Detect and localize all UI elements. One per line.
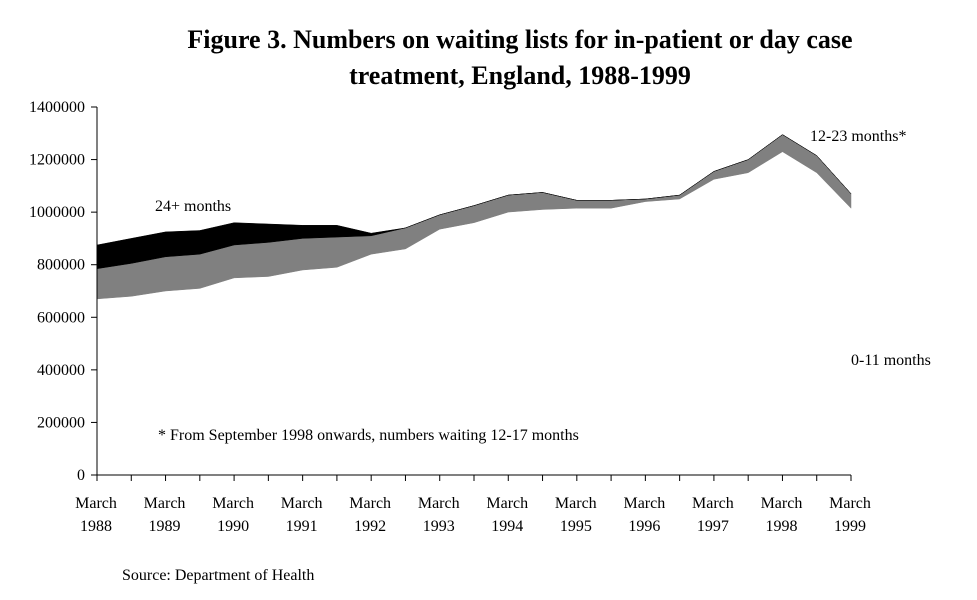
y-tick-label: 0 <box>77 467 85 484</box>
x-tick-label-month: March <box>829 495 871 512</box>
area-series-24-months <box>96 134 852 269</box>
footnote-annotation: * From September 1998 onwards, numbers w… <box>158 427 579 444</box>
x-tick-label-year: 1990 <box>217 518 249 535</box>
x-tick-label-month: March <box>212 495 254 512</box>
label-24-plus-months: 24+ months <box>155 198 231 215</box>
label-0-11-months: 0-11 months <box>851 352 931 369</box>
x-tick-label-year: 1994 <box>491 518 523 535</box>
y-tick-label: 600000 <box>37 309 85 326</box>
x-tick-label-year: 1992 <box>354 518 386 535</box>
x-tick-label-year: 1991 <box>286 518 318 535</box>
x-tick-label-year: 1998 <box>765 518 797 535</box>
area-layers <box>96 134 852 475</box>
x-axis-ticks: March 1988 March 1989 March 1990 March 1991 Marc… <box>75 475 871 535</box>
x-tick-label-month: March <box>486 495 528 512</box>
y-tick-label: 800000 <box>37 257 85 274</box>
x-tick-label-year: 1993 <box>423 518 455 535</box>
source-note: Source: Department of Health <box>122 567 314 584</box>
x-tick-label-month: March <box>623 495 665 512</box>
x-tick-label-month: March <box>692 495 734 512</box>
x-tick-label-year: 1996 <box>628 518 660 535</box>
x-tick-label-month: March <box>761 495 803 512</box>
x-tick-label-month: March <box>75 495 117 512</box>
x-tick-label-year: 1999 <box>834 518 866 535</box>
x-tick-label-year: 1997 <box>697 518 729 535</box>
y-tick-label: 1000000 <box>29 204 85 221</box>
chart-title-line-1: Figure 3. Numbers on waiting lists for i… <box>187 25 852 54</box>
y-tick-label: 200000 <box>37 414 85 431</box>
label-12-23-months: 12-23 months* <box>810 128 906 145</box>
x-tick-label-month: March <box>555 495 597 512</box>
x-tick-label-year: 1989 <box>149 518 181 535</box>
area-series-0-11-months <box>97 151 851 475</box>
x-tick-label-year: 1995 <box>560 518 592 535</box>
y-axis-ticks: 0 200000 400000 600000 800000 1000000 1200000 1… <box>29 99 97 484</box>
y-tick-label: 1400000 <box>29 99 85 116</box>
x-tick-label-year: 1988 <box>80 518 112 535</box>
y-tick-label: 400000 <box>37 362 85 379</box>
x-tick-label-month: March <box>349 495 391 512</box>
x-tick-label-month: March <box>144 495 186 512</box>
chart-title-line-2: treatment, England, 1988-1999 <box>349 61 691 90</box>
x-tick-label-month: March <box>418 495 460 512</box>
y-tick-label: 1200000 <box>29 152 85 169</box>
x-tick-label-month: March <box>281 495 323 512</box>
